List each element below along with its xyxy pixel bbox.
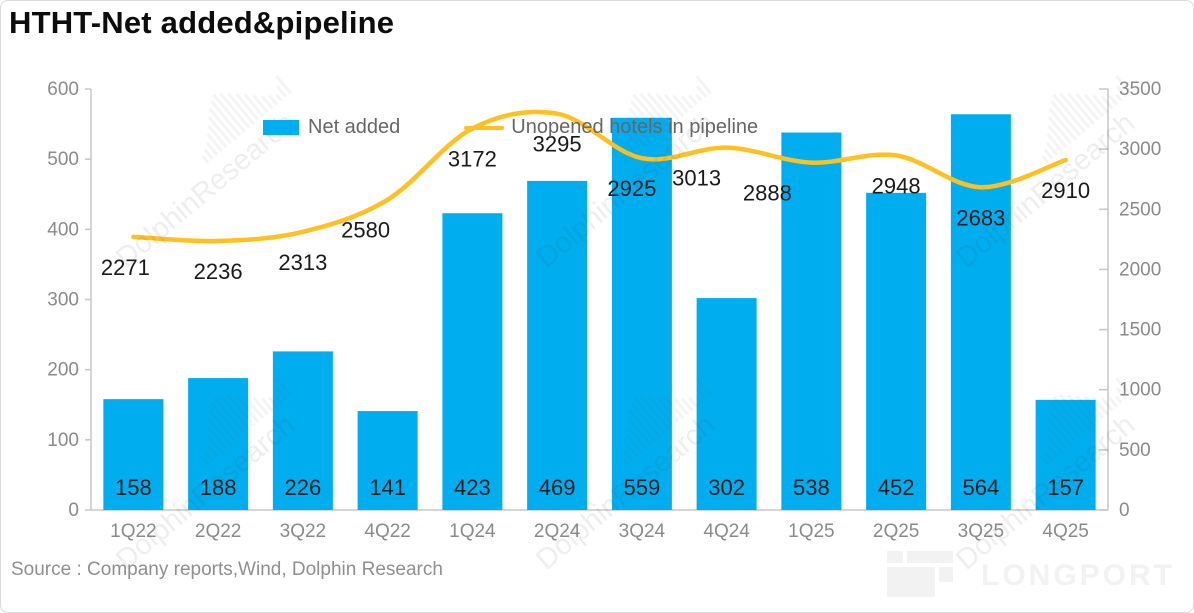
line-value-label: 2683 xyxy=(956,205,1005,230)
x-tick-label: 2Q25 xyxy=(873,521,919,542)
line-value-label: 2580 xyxy=(341,218,390,243)
line-value-label: 2948 xyxy=(872,173,921,198)
bar-value-label: 538 xyxy=(793,475,830,500)
y-left-tick-label: 400 xyxy=(47,219,79,240)
bar-value-label: 157 xyxy=(1047,475,1084,500)
bar-value-label: 559 xyxy=(624,475,661,500)
bar-value-label: 469 xyxy=(539,475,576,500)
bar xyxy=(357,411,418,510)
bar-value-label: 302 xyxy=(708,475,745,500)
y-left-tick-label: 200 xyxy=(47,360,79,381)
source-note: Source : Company reports,Wind, Dolphin R… xyxy=(11,559,443,580)
y-left-tick-label: 300 xyxy=(47,290,79,311)
x-tick-label: 4Q25 xyxy=(1042,521,1088,542)
logo-text: LONGPORT xyxy=(981,559,1175,592)
line-value-label: 3295 xyxy=(533,132,582,157)
pipeline-line xyxy=(131,109,1068,244)
y-right-tick-label: 3500 xyxy=(1119,79,1161,100)
y-left-tick-label: 500 xyxy=(47,149,79,170)
bar xyxy=(611,117,672,510)
legend-item-pipeline: Unopened hotels in pipeline xyxy=(464,116,758,139)
bar-value-label: 564 xyxy=(963,475,1000,500)
bar xyxy=(781,132,842,510)
line-value-label: 2313 xyxy=(278,250,327,275)
legend-label: Net added xyxy=(308,116,401,138)
line-value-label: 2271 xyxy=(101,255,150,280)
y-right-tick-label: 500 xyxy=(1119,440,1151,461)
legend-label: Unopened hotels in pipeline xyxy=(511,116,759,138)
bar xyxy=(442,213,503,510)
bar xyxy=(696,298,757,510)
legend-item-net-added: Net added xyxy=(263,116,400,139)
y-right-tick-label: 1000 xyxy=(1119,380,1161,401)
x-tick-label: 2Q22 xyxy=(195,521,241,542)
x-tick-label: 1Q25 xyxy=(788,521,834,542)
x-tick-label: 4Q22 xyxy=(364,521,410,542)
x-tick-label: 2Q24 xyxy=(534,521,581,542)
bar xyxy=(188,378,249,510)
line-swatch-icon xyxy=(464,125,505,130)
x-tick-label: 3Q22 xyxy=(280,521,326,542)
bar xyxy=(1035,399,1096,510)
bar-value-label: 226 xyxy=(285,475,322,500)
bar-value-label: 141 xyxy=(369,475,406,500)
bar xyxy=(866,192,927,510)
y-right-tick-label: 2000 xyxy=(1119,259,1161,280)
bar xyxy=(527,180,588,510)
y-right-tick-label: 0 xyxy=(1119,500,1130,521)
x-tick-label: 1Q24 xyxy=(449,521,496,542)
bar xyxy=(272,351,333,510)
line-value-label: 2925 xyxy=(607,176,656,201)
bar xyxy=(950,114,1011,510)
bar-swatch-icon xyxy=(263,120,299,135)
line-value-label: 3013 xyxy=(672,166,721,191)
bar-value-label: 423 xyxy=(454,475,491,500)
line-value-label: 2236 xyxy=(194,259,243,284)
legend: Net added Unopened hotels in pipeline xyxy=(263,116,758,139)
line-value-label: 2910 xyxy=(1041,178,1090,203)
y-right-tick-label: 3000 xyxy=(1119,139,1161,160)
line-value-label: 2888 xyxy=(743,181,792,206)
bar-value-label: 158 xyxy=(115,475,152,500)
logo-mark-icon xyxy=(887,551,953,597)
line-value-label: 3172 xyxy=(448,146,497,171)
y-left-tick-label: 0 xyxy=(68,500,79,521)
x-tick-label: 4Q24 xyxy=(703,521,750,542)
chart-title: HTHT-Net added&pipeline xyxy=(9,5,395,40)
bar-value-label: 188 xyxy=(200,475,237,500)
y-left-tick-label: 100 xyxy=(47,430,79,451)
x-tick-label: 3Q25 xyxy=(958,521,1004,542)
longport-logo: LONGPORT xyxy=(887,551,1175,601)
y-right-tick-label: 2500 xyxy=(1119,199,1161,220)
bar-value-label: 452 xyxy=(878,475,915,500)
x-tick-label: 1Q22 xyxy=(110,521,156,542)
x-tick-label: 3Q24 xyxy=(619,521,666,542)
y-left-tick-label: 600 xyxy=(47,79,79,100)
y-right-tick-label: 1500 xyxy=(1119,320,1161,341)
bar xyxy=(103,399,164,510)
